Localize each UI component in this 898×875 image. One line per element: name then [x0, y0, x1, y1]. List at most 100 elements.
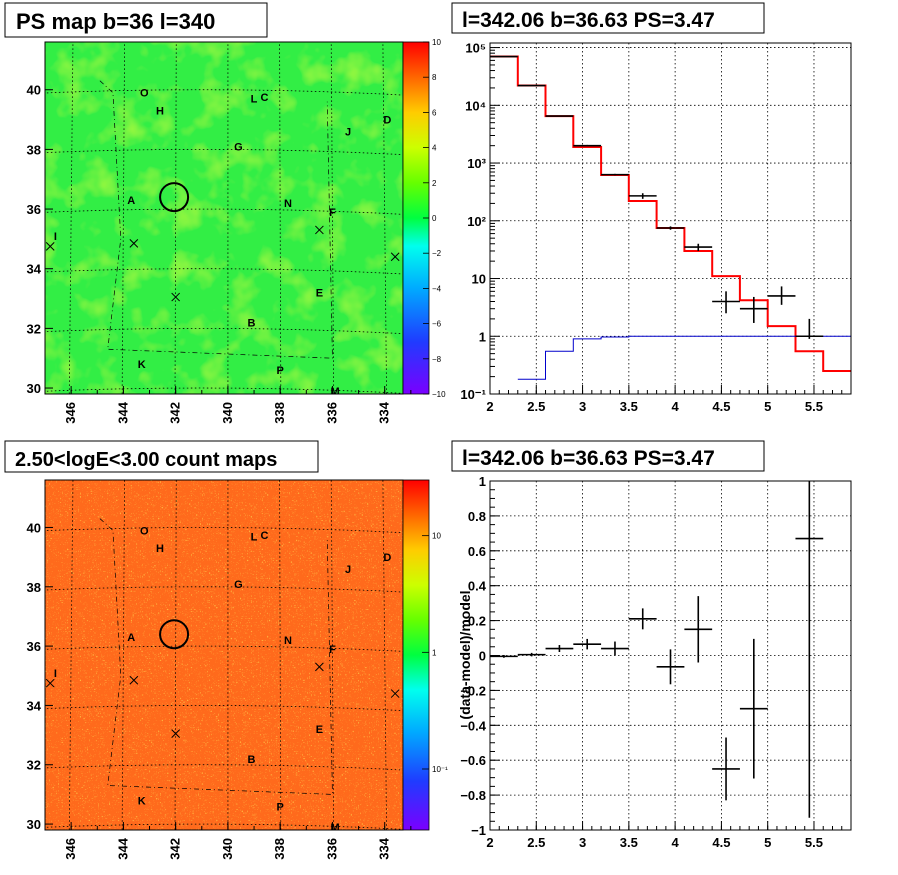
x-tick-label: 336	[324, 402, 339, 424]
x-tick-label: 2	[486, 399, 493, 414]
source-label-D: D	[383, 552, 391, 564]
source-cross	[315, 225, 324, 235]
x-tick-label: 338	[272, 402, 287, 424]
x-tick-label: 334	[377, 837, 392, 859]
spectrum-title: l=342.06 b=36.63 PS=3.47	[462, 9, 715, 32]
residual-ylabel: (data-model)/model	[457, 590, 473, 719]
map-region-boundary	[99, 518, 333, 795]
x-tick-label: 3	[579, 399, 586, 414]
x-tick-label: 5	[764, 399, 771, 414]
x-tick-label: 340	[220, 402, 235, 424]
y-tick-label: 0.8	[468, 509, 486, 524]
source-label-F: F	[329, 644, 336, 656]
source-label-G: G	[234, 141, 243, 153]
residual-title: l=342.06 b=36.63 PS=3.47	[462, 447, 715, 470]
x-tick-label: 5	[764, 835, 771, 850]
source-label-I: I	[54, 668, 57, 680]
colorbar-tick-label: 10	[432, 532, 441, 541]
x-tick-label: 3.5	[620, 835, 638, 850]
y-tick-label: 0.4	[468, 579, 487, 594]
map-latitude-line	[45, 645, 403, 652]
x-tick-label: 334	[377, 401, 392, 423]
count-map-title-box	[4, 440, 319, 473]
source-label-P: P	[277, 365, 284, 377]
y-tick-label: 10⁻¹	[460, 387, 486, 402]
map-latitude-line	[45, 527, 403, 534]
y-tick-label: −0.2	[460, 683, 486, 698]
y-tick-label: 32	[27, 321, 41, 336]
source-cross	[390, 252, 400, 262]
y-tick-label: 38	[27, 580, 41, 595]
colorbar-tick-label: −10	[432, 390, 446, 399]
y-tick-label: 10³	[467, 156, 486, 171]
x-tick-label: 4.5	[712, 399, 730, 414]
x-tick-label: 346	[63, 402, 78, 424]
ps-map-title-box	[4, 2, 268, 38]
y-tick-label: 40	[27, 520, 41, 535]
x-tick-label: 4	[672, 835, 680, 850]
source-label-K: K	[138, 359, 146, 371]
count-map-colorbar	[402, 479, 430, 831]
y-tick-label: −0.6	[460, 753, 486, 768]
x-tick-label: 5.5	[805, 399, 823, 414]
source-label-P: P	[277, 801, 284, 813]
x-tick-label: 4.5	[712, 835, 730, 850]
y-tick-label: −0.4	[460, 718, 486, 733]
target-circle	[159, 182, 190, 213]
source-label-K: K	[138, 795, 146, 807]
source-cross	[315, 662, 324, 672]
colorbar-tick-label: −8	[432, 355, 442, 364]
spectrum-panel: 2 2.5 3 3.5 4 4.5 5 5.5 10⁵ 10⁴ 10³ 10² 10 1 10⁻¹	[460, 41, 852, 414]
y-tick-label: 32	[27, 758, 41, 773]
source-cross	[171, 729, 181, 738]
map-longitude-line	[382, 42, 387, 394]
x-tick-label: 344	[115, 401, 130, 423]
colorbar-tick-label: 10	[432, 38, 441, 47]
x-tick-label: 344	[115, 837, 130, 859]
y-tick-label: 34	[27, 262, 42, 277]
map-longitude-line	[382, 480, 387, 830]
x-tick-label: 4	[672, 399, 680, 414]
source-label-A: A	[127, 195, 135, 207]
y-tick-label: 36	[27, 639, 41, 654]
spectrum-title-box	[451, 2, 765, 34]
colorbar-tick-label: 4	[432, 144, 437, 153]
y-tick-label: 40	[27, 83, 41, 98]
x-tick-label: 342	[168, 402, 183, 424]
source-label-B: B	[247, 317, 255, 329]
residual-panel: 2 2.5 3 3.5 4 4.5 5 5.5 1 0.8 0.6 0.4 0.2 0 −0.2 −0.4 −0…	[457, 474, 852, 850]
x-tick-label: 3	[579, 835, 586, 850]
y-tick-label: 10⁵	[465, 41, 486, 56]
source-label-C: C	[261, 530, 269, 542]
y-tick-label: 1	[479, 474, 486, 489]
ps-map-title: PS map b=36 l=340	[16, 9, 215, 34]
map-longitude-line	[330, 42, 335, 394]
source-label-E: E	[316, 288, 323, 300]
source-cross	[45, 241, 55, 251]
source-label-I: I	[54, 231, 57, 243]
source-label-B: B	[247, 754, 255, 766]
ps-map-texture	[45, 42, 403, 394]
residual-title-box	[451, 440, 765, 472]
spectrum-plot-area	[490, 43, 851, 394]
source-cross	[129, 675, 139, 685]
source-cross	[390, 689, 400, 698]
x-tick-label: 2.5	[527, 399, 545, 414]
ps-map-panel: O L C H D J G A N F I E B K P M 10 8 6 4 2 0 −2 −4 −6 −8 −10 346 3…	[27, 38, 447, 424]
map-longitude-line	[68, 42, 74, 394]
source-label-M: M	[330, 386, 339, 398]
colorbar-tick-label: −6	[432, 320, 442, 329]
y-tick-label: −0.8	[460, 788, 486, 803]
target-circle	[159, 619, 190, 650]
x-tick-label: 336	[324, 838, 339, 860]
x-tick-label: 342	[168, 838, 183, 860]
colorbar-tick-label: 0	[432, 214, 437, 223]
count-map-title: 2.50<logE<3.00 count maps	[15, 449, 277, 471]
x-tick-label: 2	[486, 835, 493, 850]
colorbar-tick-label: 1	[432, 648, 437, 657]
source-label-H: H	[156, 106, 164, 118]
colorbar-tick-label: 6	[432, 108, 437, 117]
source-label-O: O	[140, 88, 149, 100]
source-label-J: J	[345, 126, 351, 138]
